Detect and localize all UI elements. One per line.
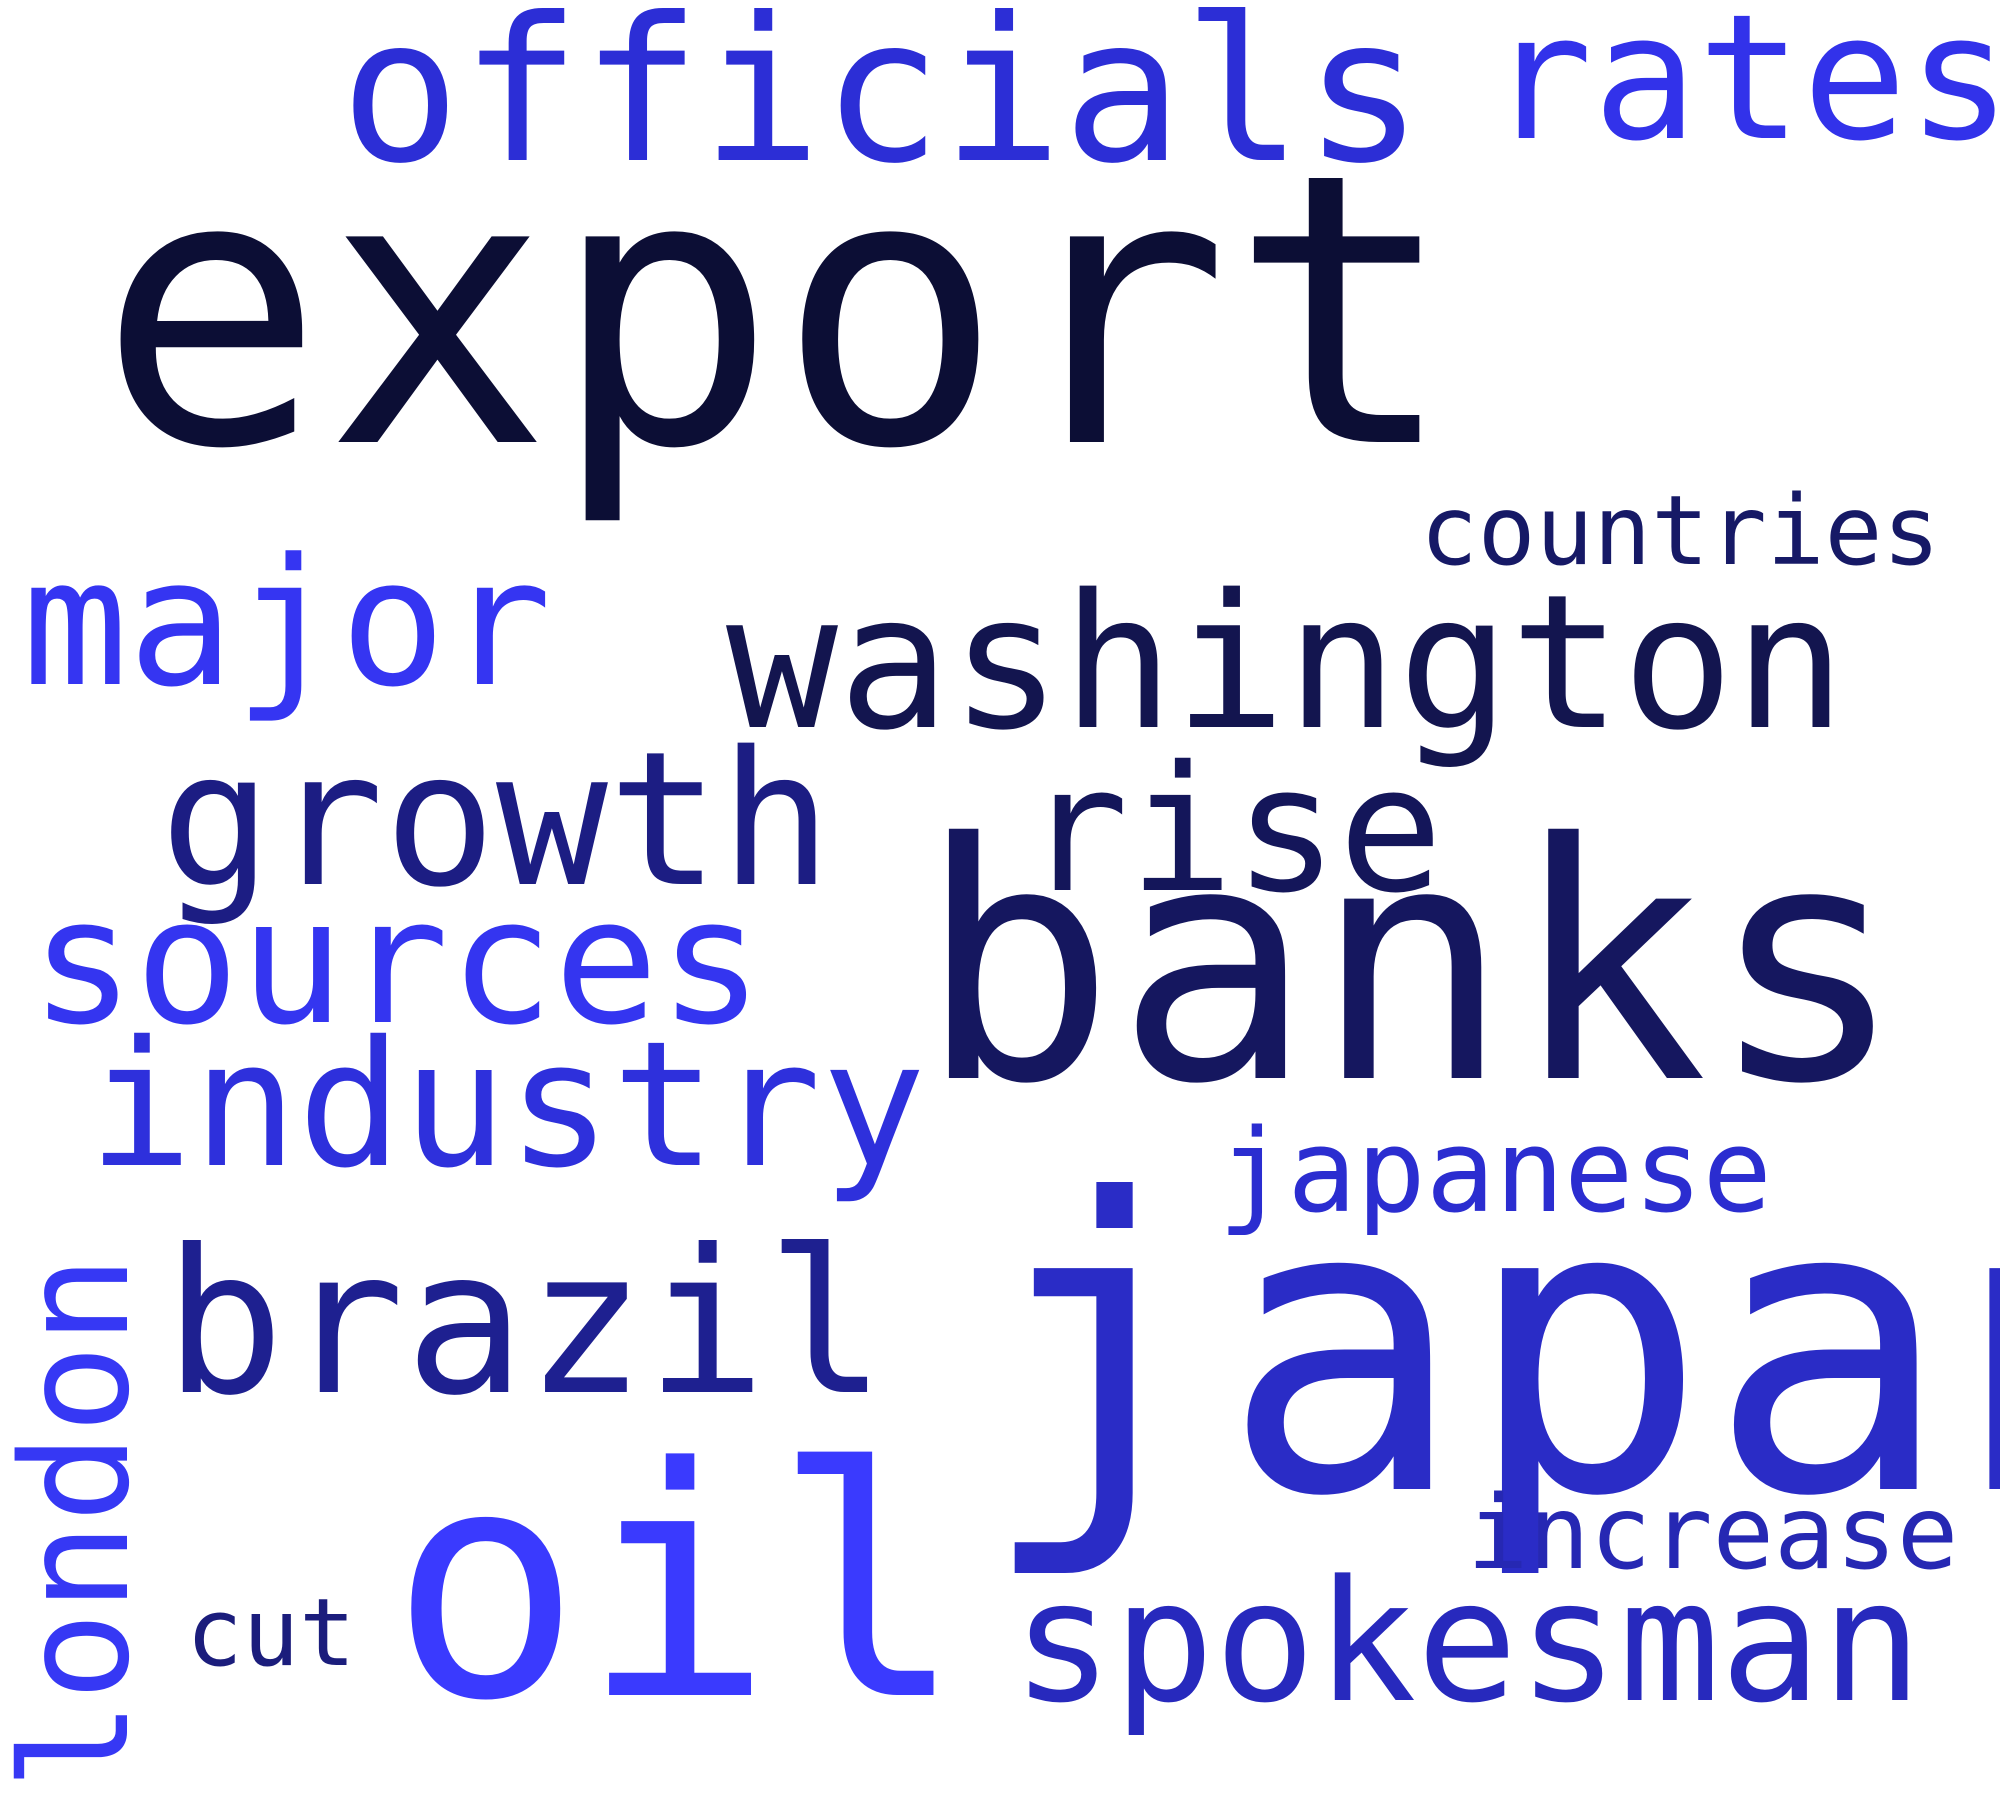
word-banks: banks xyxy=(918,775,1906,1156)
word-brazil: brazil xyxy=(164,1207,887,1440)
word-industry: industry xyxy=(88,1004,927,1207)
word-japan: japan xyxy=(978,1115,2000,1585)
word-export: export xyxy=(98,93,1457,531)
word-washington: washington xyxy=(726,554,1846,771)
word-london: london xyxy=(0,1255,162,1790)
word-japanese: japanese xyxy=(1218,1105,1772,1239)
word-major: major xyxy=(22,521,552,726)
word-spokesman: spokesman xyxy=(1012,1544,1923,1740)
word-rates: rates xyxy=(1488,0,2000,180)
word-cut: cut xyxy=(186,1579,356,1688)
word-officials: officials xyxy=(340,0,1424,208)
word-rise: rise xyxy=(1024,729,1444,932)
word-growth: growth xyxy=(160,711,832,928)
word-countries: countries xyxy=(1420,475,1941,587)
word-oil: oil xyxy=(390,1400,965,1770)
word-sources: sources xyxy=(30,861,764,1064)
word-increase: increase xyxy=(1467,1474,1959,1593)
